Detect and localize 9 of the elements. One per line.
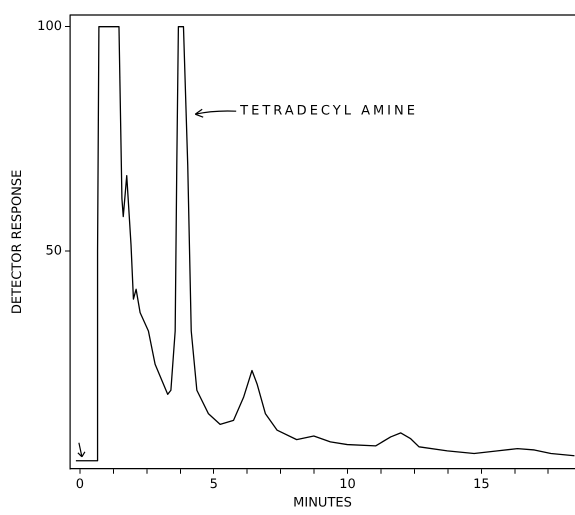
- y-tick-label: 50: [45, 243, 62, 258]
- y-tick-label: 100: [37, 19, 62, 34]
- x-tick-label: 15: [473, 476, 490, 492]
- x-axis-title: MINUTES: [293, 496, 352, 511]
- x-tick-label: 10: [339, 476, 356, 492]
- y-axis-title: DETECTOR RESPONSE: [10, 170, 26, 314]
- x-tick-label: 5: [210, 476, 218, 492]
- annotation: TETRADECYL AMINE: [239, 104, 418, 119]
- x-tick-label: 0: [76, 476, 84, 492]
